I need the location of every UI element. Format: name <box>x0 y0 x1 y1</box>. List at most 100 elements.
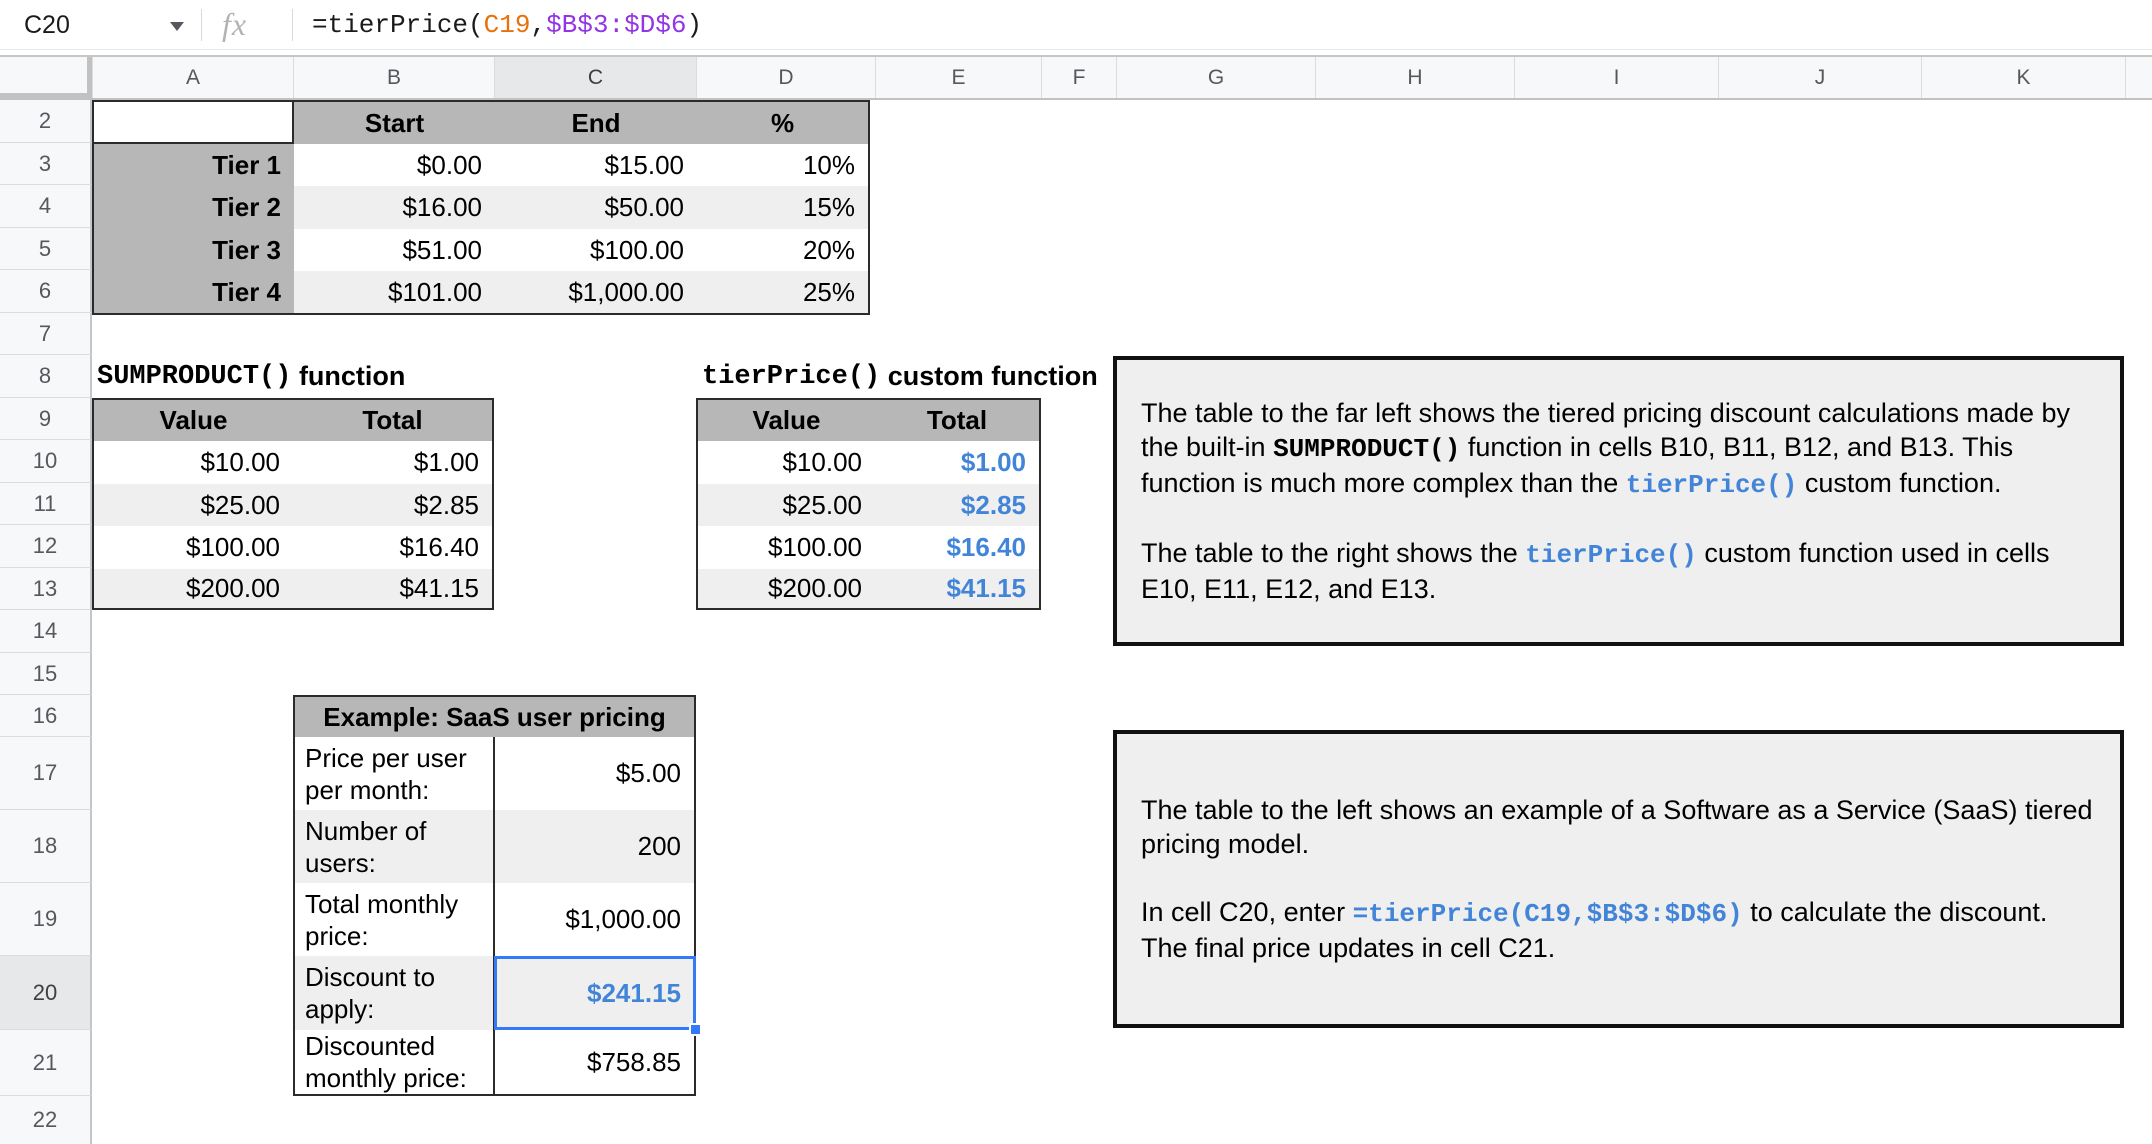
cell-b2-start-header[interactable]: Start <box>294 102 495 144</box>
saas-example-table: Example: SaaS user pricing Price per use… <box>293 695 696 1096</box>
formula-inline-code: =tierPrice(C19,$B$3:$D$6) <box>1352 899 1743 929</box>
cell-b20-label[interactable]: Discount to apply: <box>295 956 495 1030</box>
row-header-15[interactable]: 15 <box>0 653 92 695</box>
cell-b4[interactable]: $16.00 <box>294 186 495 229</box>
row-header-7[interactable]: 7 <box>0 313 92 355</box>
row-header-8[interactable]: 8 <box>0 355 92 398</box>
cell-b21-label[interactable]: Discounted monthly price: <box>295 1030 495 1094</box>
cell-e13[interactable]: $41.15 <box>875 569 1039 608</box>
cell-d13[interactable]: $200.00 <box>698 569 875 608</box>
cell-c5[interactable]: $100.00 <box>495 229 697 271</box>
formula-arg1: C19 <box>483 10 531 40</box>
cell-d4[interactable]: 15% <box>697 186 868 229</box>
cell-c18[interactable]: 200 <box>495 810 694 883</box>
cell-a2[interactable] <box>94 102 294 144</box>
cell-c6[interactable]: $1,000.00 <box>495 271 697 313</box>
column-header-a[interactable]: A <box>92 57 293 98</box>
name-box-dropdown-icon[interactable] <box>170 22 184 31</box>
row-header-14[interactable]: 14 <box>0 610 92 653</box>
row-header-10[interactable]: 10 <box>0 440 92 483</box>
cell-c2-end-header[interactable]: End <box>495 102 697 144</box>
cell-b3[interactable]: $0.00 <box>294 144 495 186</box>
cell-c3[interactable]: $15.00 <box>495 144 697 186</box>
row-header-21[interactable]: 21 <box>0 1030 92 1096</box>
cell-b6[interactable]: $101.00 <box>294 271 495 313</box>
row-header-20[interactable]: 20 <box>0 956 92 1030</box>
row-header-17[interactable]: 17 <box>0 737 92 810</box>
note-box-example[interactable]: The table to the left shows an example o… <box>1113 730 2124 1028</box>
cell-b19-label[interactable]: Total monthly price: <box>295 883 495 956</box>
cell-d12[interactable]: $100.00 <box>698 526 875 569</box>
cell-b11[interactable]: $2.85 <box>293 484 492 526</box>
cell-a11[interactable]: $25.00 <box>94 484 293 526</box>
cell-b12[interactable]: $16.40 <box>293 526 492 569</box>
row-header-11[interactable]: 11 <box>0 483 92 525</box>
cell-a13[interactable]: $200.00 <box>94 569 293 608</box>
note1-text: The table to the far left shows the tier… <box>1141 398 2071 462</box>
cell-c20-selected[interactable]: $241.15 <box>495 956 694 1030</box>
cell-a3-tier1[interactable]: Tier 1 <box>94 144 294 186</box>
sumproduct-value-header[interactable]: Value <box>94 400 293 441</box>
cell-a12[interactable]: $100.00 <box>94 526 293 569</box>
row-header-16[interactable]: 16 <box>0 695 92 737</box>
divider <box>292 9 293 41</box>
column-header-h[interactable]: H <box>1315 57 1514 98</box>
cell-b18-label[interactable]: Number of users: <box>295 810 495 883</box>
sumproduct-table-title: SUMPRODUCT() function <box>97 355 405 398</box>
row-header-5[interactable]: 5 <box>0 228 92 270</box>
cell-a6-tier4[interactable]: Tier 4 <box>94 271 294 313</box>
cell-e11[interactable]: $2.85 <box>875 484 1039 526</box>
cell-d6[interactable]: 25% <box>697 271 868 313</box>
cell-e12[interactable]: $16.40 <box>875 526 1039 569</box>
row-header-13[interactable]: 13 <box>0 568 92 610</box>
row-header-4[interactable]: 4 <box>0 185 92 228</box>
note-box-functions[interactable]: The table to the far left shows the tier… <box>1113 356 2124 646</box>
row-header-12[interactable]: 12 <box>0 525 92 568</box>
column-header-k[interactable]: K <box>1921 57 2125 98</box>
tierprice-value-header[interactable]: Value <box>698 400 875 441</box>
fill-handle[interactable] <box>689 1023 702 1036</box>
cell-c19[interactable]: $1,000.00 <box>495 883 694 956</box>
formula-input[interactable]: =tierPrice(C19,$B$3:$D$6) <box>312 10 702 40</box>
cell-d10[interactable]: $10.00 <box>698 441 875 484</box>
cell-a5-tier3[interactable]: Tier 3 <box>94 229 294 271</box>
row-header-6[interactable]: 6 <box>0 270 92 313</box>
row-header-2[interactable]: 2 <box>0 100 92 143</box>
column-header-f[interactable]: F <box>1041 57 1116 98</box>
cell-b13[interactable]: $41.15 <box>293 569 492 608</box>
cell-d11[interactable]: $25.00 <box>698 484 875 526</box>
cell-d3[interactable]: 10% <box>697 144 868 186</box>
column-header-d[interactable]: D <box>696 57 875 98</box>
active-cell-selection[interactable] <box>494 956 702 1036</box>
row-header-18[interactable]: 18 <box>0 810 92 883</box>
cell-c17[interactable]: $5.00 <box>495 737 694 810</box>
cell-a10[interactable]: $10.00 <box>94 441 293 484</box>
column-header-e[interactable]: E <box>875 57 1041 98</box>
cell-a4-tier2[interactable]: Tier 2 <box>94 186 294 229</box>
sumproduct-title-rest: function <box>291 361 406 391</box>
cell-d2-pct-header[interactable]: % <box>697 102 868 144</box>
select-all-corner[interactable] <box>0 57 92 98</box>
note1-paragraph2: The table to the right shows the tierPri… <box>1141 536 2096 606</box>
cell-b17-label[interactable]: Price per user per month: <box>295 737 495 810</box>
saas-table-title[interactable]: Example: SaaS user pricing <box>295 697 694 737</box>
column-header-b[interactable]: B <box>293 57 494 98</box>
row-header-22[interactable]: 22 <box>0 1096 92 1144</box>
cell-name-box[interactable]: C20 <box>0 0 200 50</box>
sumproduct-total-header[interactable]: Total <box>293 400 492 441</box>
column-header-partial[interactable] <box>2125 57 2152 98</box>
row-header-19[interactable]: 19 <box>0 883 92 956</box>
column-header-j[interactable]: J <box>1718 57 1921 98</box>
cell-e10[interactable]: $1.00 <box>875 441 1039 484</box>
column-header-i[interactable]: I <box>1514 57 1718 98</box>
cell-c4[interactable]: $50.00 <box>495 186 697 229</box>
cell-c21[interactable]: $758.85 <box>495 1030 694 1094</box>
row-header-3[interactable]: 3 <box>0 143 92 185</box>
column-header-c[interactable]: C <box>494 57 696 98</box>
row-header-9[interactable]: 9 <box>0 398 92 440</box>
cell-b10[interactable]: $1.00 <box>293 441 492 484</box>
cell-d5[interactable]: 20% <box>697 229 868 271</box>
tierprice-total-header[interactable]: Total <box>875 400 1039 441</box>
cell-b5[interactable]: $51.00 <box>294 229 495 271</box>
column-header-g[interactable]: G <box>1116 57 1315 98</box>
